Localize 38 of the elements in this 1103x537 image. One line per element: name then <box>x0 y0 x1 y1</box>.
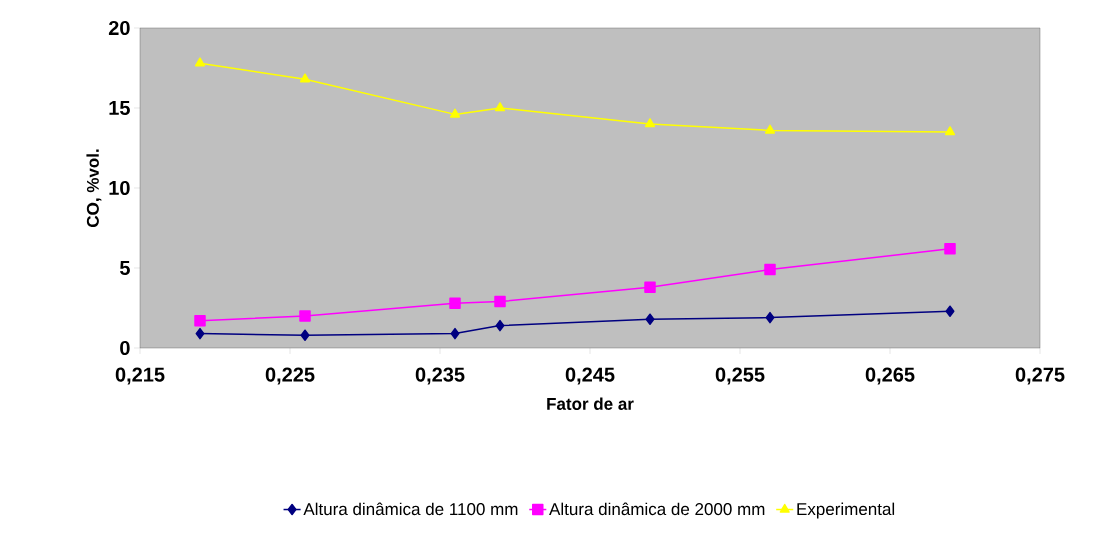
y-axis-title: CO, %vol. <box>86 149 102 227</box>
point <box>765 311 775 324</box>
point <box>764 263 776 276</box>
point <box>944 243 956 255</box>
legend-label: Altura dinâmica de 1100 mm <box>303 502 518 516</box>
point <box>299 73 311 83</box>
x-tick-label: 0,265 <box>865 367 915 385</box>
x-axis-title: Fator de ar <box>547 397 634 410</box>
y-tick-label: 5 <box>119 261 130 275</box>
point <box>449 108 461 118</box>
x-tick-label: 0,235 <box>415 367 465 385</box>
x-tick-label: 0,215 <box>115 367 165 385</box>
x-tick-label: 0,255 <box>715 367 765 385</box>
x-tick-label: 0,225 <box>265 367 315 385</box>
point <box>495 319 505 332</box>
point <box>194 57 206 67</box>
point <box>945 305 955 317</box>
point <box>194 315 206 327</box>
point <box>494 102 506 112</box>
point <box>299 310 311 322</box>
point <box>449 297 461 309</box>
point <box>644 118 656 128</box>
y-tick-label: 0 <box>120 340 130 356</box>
point <box>300 329 310 341</box>
point <box>644 281 656 293</box>
x-tick-label: 0,275 <box>1015 367 1065 385</box>
point <box>450 327 460 340</box>
point <box>645 313 655 325</box>
point <box>494 295 506 308</box>
y-tick-label: 15 <box>109 101 130 115</box>
y-tick-label: 10 <box>109 180 130 196</box>
point <box>764 124 776 134</box>
point <box>195 327 205 340</box>
legend-label: Experimental <box>797 502 895 519</box>
x-tick-label: 0,245 <box>565 367 615 385</box>
legend-label: Altura dinâmica de 2000 mm <box>549 502 765 516</box>
y-tick-label: 20 <box>108 20 130 36</box>
point <box>944 126 956 136</box>
